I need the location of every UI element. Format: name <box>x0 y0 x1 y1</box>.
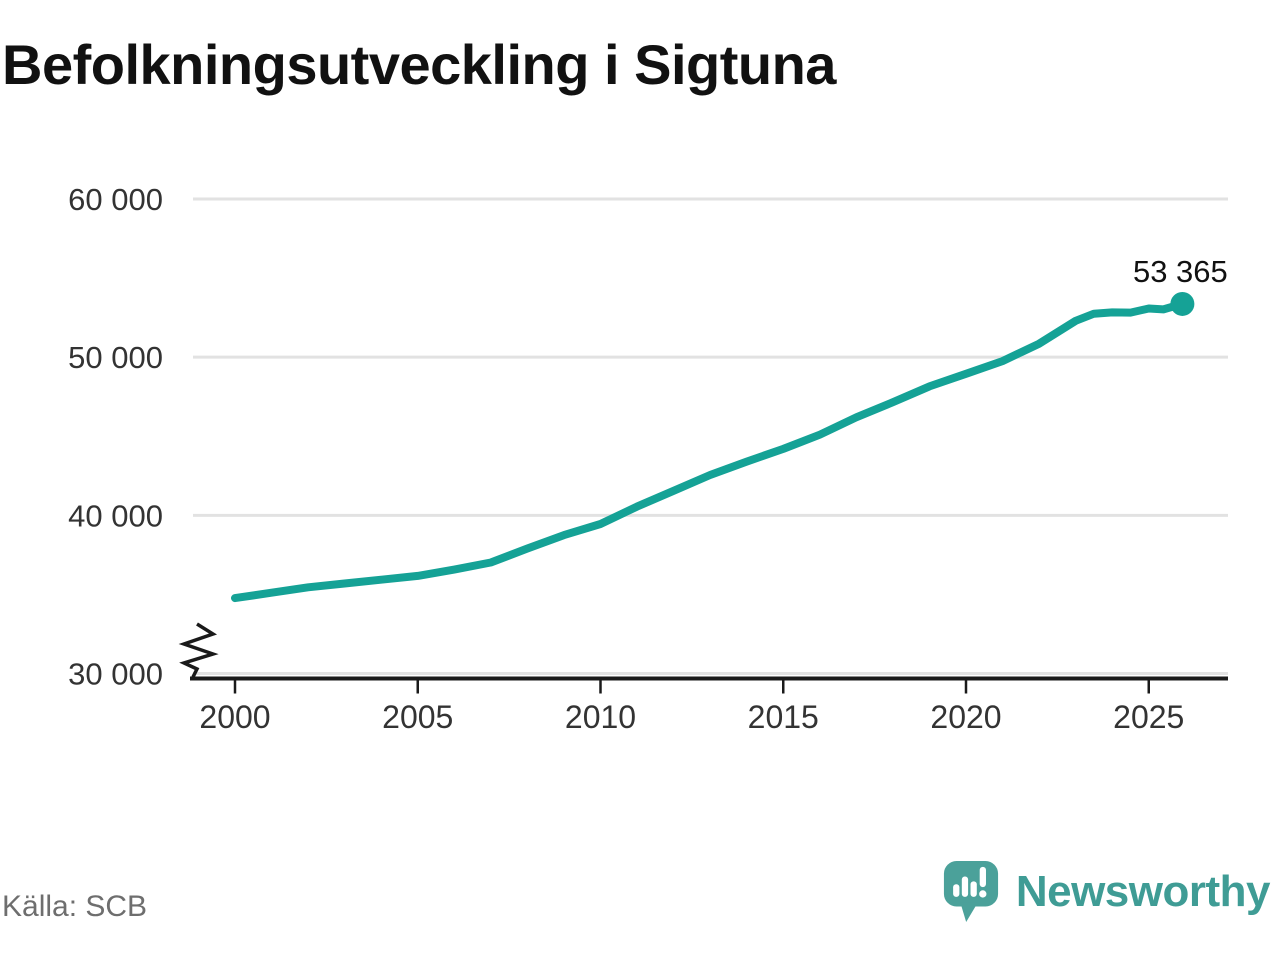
latest-point-marker <box>1170 291 1195 316</box>
x-tick-label: 2025 <box>1113 699 1184 735</box>
source-note: Källa: SCB <box>2 890 148 923</box>
x-tick-label: 2020 <box>930 699 1001 735</box>
x-tick-label: 2015 <box>748 699 819 735</box>
bar-2 <box>961 876 968 897</box>
axis-break-icon <box>178 622 219 678</box>
latest-value-label: 53 365 <box>1133 254 1228 289</box>
x-tick-label: 2010 <box>565 699 636 735</box>
y-tick-label: 60 000 <box>68 182 163 217</box>
y-tick-label: 50 000 <box>68 340 163 375</box>
brand-name: Newsworthy <box>1015 866 1271 916</box>
population-chart: 30 000 40 000 50 000 60 000 2000 2005 2010 2015… <box>68 182 1228 735</box>
bar-1 <box>952 884 960 897</box>
newsworthy-logo: Newsworthy <box>942 860 1271 923</box>
population-line <box>231 299 1187 603</box>
page-title: Befolkningsutveckling i Sigtuna <box>2 33 836 96</box>
y-tick-label: 30 000 <box>68 657 163 692</box>
y-tick-label: 40 000 <box>68 498 163 533</box>
newsworthy-icon <box>943 861 998 922</box>
x-tick-label: 2005 <box>382 699 453 735</box>
bar-3 <box>970 881 977 897</box>
exclamation-dot <box>978 890 987 898</box>
exclamation-bar <box>979 866 986 888</box>
x-tick-label: 2000 <box>199 699 270 735</box>
speech-bubble-tail <box>960 902 978 922</box>
